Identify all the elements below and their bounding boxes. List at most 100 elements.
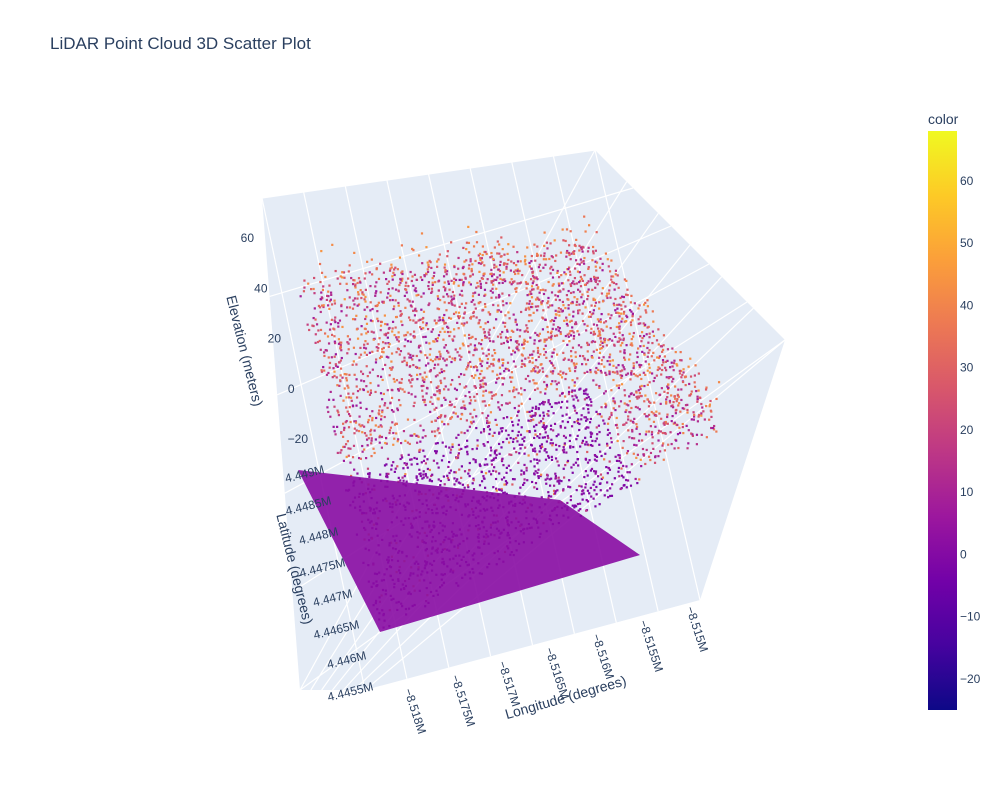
lidar-point [427, 303, 430, 307]
z-tick-label: 20 [268, 332, 282, 346]
lidar-point [519, 447, 522, 450]
lidar-point [401, 270, 404, 273]
lidar-point [534, 407, 537, 410]
lidar-point [618, 322, 621, 325]
lidar-point [610, 411, 613, 415]
lidar-point [515, 287, 518, 290]
lidar-point [535, 487, 539, 491]
lidar-point [404, 333, 408, 337]
lidar-point [326, 294, 329, 298]
lidar-point [475, 447, 479, 450]
lidar-point [628, 436, 631, 439]
lidar-point [333, 319, 336, 322]
lidar-point [665, 376, 668, 379]
lidar-point [449, 417, 452, 420]
lidar-point [576, 450, 579, 454]
lidar-point [422, 335, 425, 339]
lidar-point [463, 334, 466, 337]
lidar-point [670, 361, 673, 364]
lidar-point [442, 319, 445, 322]
lidar-point [346, 384, 349, 387]
lidar-point [492, 486, 495, 489]
lidar-point [464, 276, 467, 279]
lidar-point [574, 321, 577, 324]
lidar-point [577, 333, 581, 336]
lidar-point [620, 308, 623, 311]
lidar-point [583, 475, 586, 479]
lidar-point [666, 415, 669, 419]
lidar-point [419, 373, 422, 376]
lidar-point [462, 400, 465, 403]
lidar-point [564, 377, 567, 381]
lidar-point [448, 446, 451, 449]
lidar-point [457, 311, 461, 314]
lidar-point [418, 472, 421, 476]
lidar-point [317, 329, 320, 332]
lidar-point [453, 405, 456, 409]
lidar-point [512, 437, 515, 441]
lidar-point [576, 502, 579, 506]
lidar-point [417, 319, 420, 322]
lidar-point [552, 489, 556, 492]
lidar-point [609, 326, 612, 330]
lidar-point [599, 343, 602, 347]
lidar-point [581, 250, 584, 253]
lidar-point [363, 448, 366, 451]
lidar-point [319, 298, 322, 301]
lidar-point [610, 259, 613, 262]
lidar-point [652, 320, 655, 323]
lidar-point [342, 459, 346, 462]
lidar-point [386, 336, 389, 339]
lidar-point [470, 374, 474, 378]
lidar-point [559, 308, 562, 311]
lidar-point [421, 395, 424, 398]
lidar-point [316, 340, 320, 344]
lidar-point [518, 269, 521, 273]
lidar-point [486, 425, 490, 428]
lidar-point [492, 458, 495, 462]
lidar-point [412, 309, 415, 312]
lidar-point [563, 357, 567, 360]
lidar-point [545, 385, 549, 388]
lidar-point [471, 335, 474, 338]
lidar-point [627, 404, 630, 407]
lidar-point [578, 290, 582, 293]
lidar-point [661, 444, 664, 447]
lidar-point [609, 494, 612, 498]
lidar-point [456, 478, 459, 481]
lidar-point [474, 307, 477, 310]
lidar-point [687, 429, 690, 432]
lidar-point [508, 294, 511, 297]
lidar-point [644, 394, 647, 397]
lidar-point [356, 297, 359, 300]
lidar-point [543, 254, 546, 258]
lidar-point [497, 296, 501, 299]
lidar-point [362, 425, 366, 428]
lidar-point [578, 502, 582, 505]
lidar-point [375, 358, 378, 361]
lidar-point [473, 344, 477, 347]
lidar-point [387, 327, 390, 330]
lidar-point [582, 262, 586, 265]
lidar-point [397, 336, 400, 339]
lidar-point [575, 300, 579, 304]
lidar-point [637, 439, 641, 442]
lidar-point [560, 274, 563, 277]
lidar-point [484, 404, 487, 407]
lidar-point [434, 375, 438, 378]
lidar-point [549, 424, 553, 427]
lidar-point [327, 356, 330, 359]
lidar-point [351, 404, 355, 407]
lidar-point [671, 347, 674, 350]
lidar-point [507, 464, 510, 467]
lidar-point [586, 343, 589, 347]
colorbar-tick-label: −10 [960, 610, 981, 624]
lidar-point [310, 288, 313, 291]
lidar-point [613, 402, 617, 405]
z-tick-label: 0 [288, 382, 295, 396]
lidar-point [590, 467, 594, 471]
lidar-point [562, 288, 565, 291]
lidar-point [495, 265, 498, 268]
lidar-point [536, 245, 539, 248]
